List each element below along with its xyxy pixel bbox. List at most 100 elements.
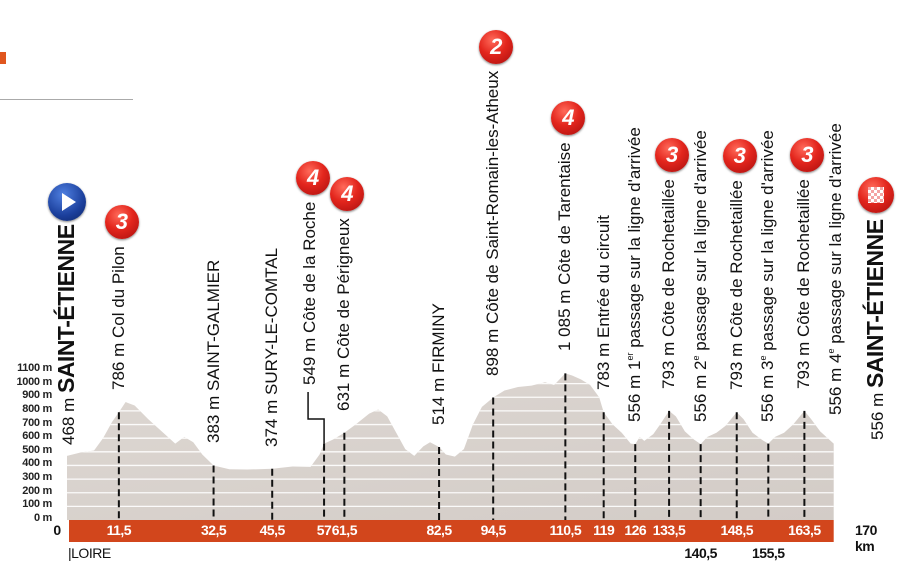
altitude-label: 793 m bbox=[726, 338, 746, 391]
km-bar bbox=[69, 520, 834, 542]
x-tick-label: 133,5 bbox=[652, 522, 686, 538]
landmark-name: Côte de Périgneux bbox=[334, 217, 354, 359]
x-tick-label: 45,5 bbox=[259, 522, 286, 538]
connector-line bbox=[307, 392, 325, 444]
start-icon bbox=[48, 183, 86, 221]
header-divider bbox=[0, 99, 133, 100]
landmark-label: 1 085 m Côte de Tarentaise bbox=[555, 142, 575, 352]
landmark-name: passage sur la ligne d'arrivée bbox=[625, 127, 645, 348]
landmark-name: SAINT-ÉTIENNE bbox=[861, 219, 888, 389]
x-tick-label: 32,5 bbox=[200, 522, 227, 538]
landmark-name: SURY-LE-COMTAL bbox=[262, 247, 282, 395]
x-tick-label: 148,5 bbox=[720, 522, 754, 538]
landmark-name: passage sur la ligne d'arrivée bbox=[758, 129, 778, 351]
landmark-label: 793 m Côte de Rochetaillée bbox=[794, 179, 814, 389]
landmark-label: 631 m Côte de Périgneux bbox=[334, 217, 354, 411]
landmark-label: 468 m SAINT-ÉTIENNE bbox=[53, 224, 79, 445]
y-tick-label: 400 m bbox=[22, 457, 52, 470]
ordinal: 2 bbox=[690, 360, 710, 371]
x-tick-label: 11,5 bbox=[106, 522, 132, 538]
altitude-label: 556 m bbox=[625, 370, 645, 423]
landmark-label: 556 m 2e passage sur la ligne d'arrivée bbox=[690, 130, 710, 423]
ordinal-suffix: e bbox=[758, 355, 769, 361]
landmark-name: SAINT-GALMIER bbox=[203, 260, 223, 392]
landmark-label: 898 m Côte de Saint-Romain-les-Atheux bbox=[483, 70, 503, 375]
landmark-name: Entrée du circuit bbox=[593, 215, 613, 339]
landmark-label: 793 m Côte de Rochetaillée bbox=[659, 179, 679, 389]
x-tick-label: 0 bbox=[53, 522, 61, 538]
landmark-name: FIRMINY bbox=[429, 303, 449, 374]
category-3-climb-badge: 3 bbox=[722, 139, 757, 174]
landmark-name: passage sur la ligne d'arrivée bbox=[825, 123, 845, 344]
landmark-name: passage sur la ligne d'arrivée bbox=[690, 130, 710, 351]
finish-icon bbox=[858, 177, 894, 213]
altitude-label: 556 m bbox=[690, 370, 710, 423]
x-tick-label: 94,5 bbox=[480, 522, 507, 538]
landmark-label: 549 m Côte de la Roche bbox=[300, 201, 320, 385]
y-tick-label: 200 m bbox=[22, 484, 52, 497]
y-tick-label: 800 m bbox=[22, 402, 52, 415]
altitude-label: 556 m bbox=[867, 388, 887, 440]
x-tick-label: 126 bbox=[624, 522, 647, 538]
ordinal: 4 bbox=[825, 353, 845, 364]
y-tick-label: 1000 m bbox=[16, 375, 52, 388]
y-tick-label: 1100 m bbox=[17, 362, 52, 374]
region-label: |LOIRE bbox=[68, 545, 111, 561]
landmark-label: 514 m FIRMINY bbox=[429, 303, 449, 426]
x-tick-label: 170 km bbox=[855, 522, 877, 554]
altitude-label: 549 m bbox=[300, 333, 320, 385]
category-3-climb-badge: 3 bbox=[655, 137, 690, 172]
altitude-label: 468 m bbox=[58, 393, 78, 445]
x-tick-label: 119 bbox=[593, 522, 615, 538]
landmark-label: 783 m Entrée du circuit bbox=[593, 215, 613, 390]
landmark-label: 556 m 4e passage sur la ligne d'arrivée bbox=[825, 123, 845, 415]
ordinal-suffix: e bbox=[690, 355, 701, 361]
altitude-label: 556 m bbox=[825, 363, 845, 415]
category-2-climb-badge: 2 bbox=[479, 29, 514, 64]
x-tick-label: 155,5 bbox=[752, 545, 785, 561]
ordinal: 1 bbox=[625, 360, 645, 371]
ordinal-suffix: e bbox=[825, 348, 836, 354]
x-tick-label: 57 bbox=[316, 522, 332, 538]
landmark-name: Côte de Tarentaise bbox=[555, 142, 575, 286]
altitude-label: 1 085 m bbox=[555, 285, 575, 352]
y-tick-label: 300 m bbox=[22, 471, 52, 484]
landmark-name: Côte de Saint-Romain-les-Atheux bbox=[483, 70, 503, 324]
category-3-climb-badge: 3 bbox=[790, 137, 825, 172]
altitude-label: 374 m bbox=[262, 394, 282, 447]
finish-label: 556 m SAINT-ÉTIENNE bbox=[862, 219, 888, 440]
landmark-name: SAINT-ÉTIENNE bbox=[52, 224, 79, 394]
y-tick-label: 900 m bbox=[22, 389, 52, 402]
altitude-label: 383 m bbox=[203, 391, 223, 444]
landmark-name: Côte de la Roche bbox=[300, 201, 320, 334]
y-tick-label: 100 m bbox=[22, 498, 52, 511]
category-3-climb-badge: 3 bbox=[104, 205, 139, 240]
landmark-label: 383 m SAINT-GALMIER bbox=[203, 260, 223, 444]
landmark-label: 786 m Col du Pilon bbox=[108, 246, 128, 391]
y-tick-label: 600 m bbox=[22, 430, 52, 443]
landmark-name: Côte de Rochetaillée bbox=[726, 180, 746, 339]
category-4-climb-badge: 4 bbox=[296, 161, 331, 195]
landmark-label: 793 m Côte de Rochetaillée bbox=[726, 180, 746, 391]
category-4-climb-badge: 4 bbox=[330, 176, 365, 211]
altitude-label: 793 m bbox=[794, 336, 814, 389]
landmark-label: 556 m 1er passage sur la ligne d'arrivée bbox=[625, 127, 645, 423]
y-tick-label: 0 m bbox=[33, 512, 52, 524]
altitude-label: 514 m bbox=[429, 373, 449, 426]
landmark-name: Côte de Rochetaillée bbox=[794, 179, 814, 337]
x-tick-label: 163,5 bbox=[788, 522, 821, 538]
landmark-name: Col du Pilon bbox=[108, 246, 128, 339]
x-tick-label: 140,5 bbox=[684, 545, 717, 561]
category-4-climb-badge: 4 bbox=[551, 101, 586, 136]
landmark-label: 374 m SURY-LE-COMTAL bbox=[262, 247, 282, 447]
elevation-profile bbox=[67, 373, 834, 520]
altitude-label: 786 m bbox=[108, 338, 128, 391]
x-tick-label: 82,5 bbox=[426, 522, 452, 538]
altitude-label: 631 m bbox=[334, 358, 354, 411]
y-tick-label: 500 m bbox=[22, 443, 52, 456]
x-tick-label: 61,5 bbox=[331, 522, 358, 538]
logo-fragment bbox=[0, 52, 6, 64]
ordinal: 3 bbox=[758, 360, 778, 370]
landmark-name: Côte de Rochetaillée bbox=[659, 179, 679, 337]
